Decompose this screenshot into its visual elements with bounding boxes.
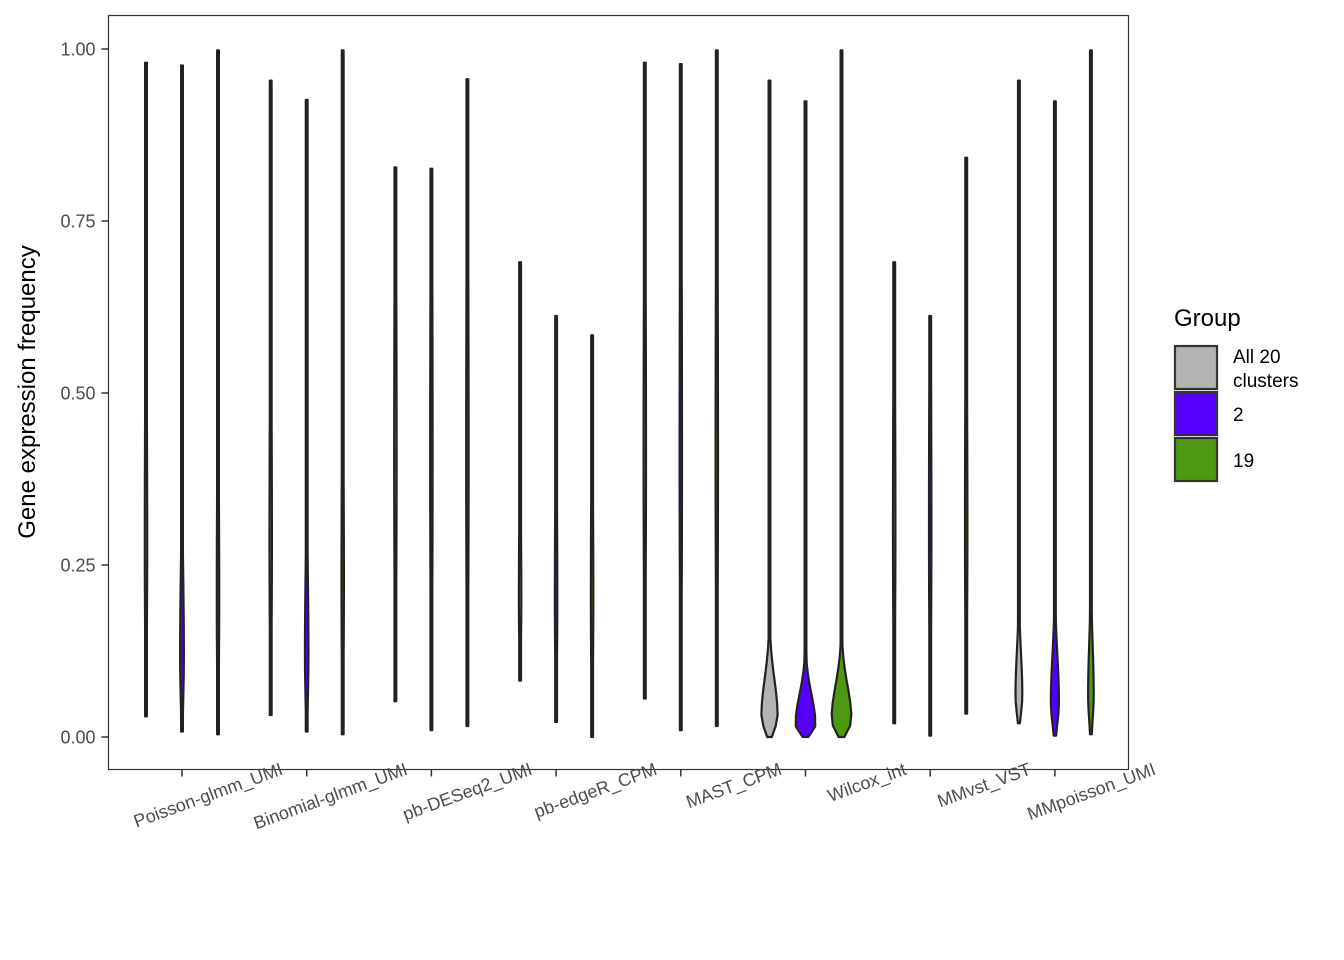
violin-6-1 [927,314,933,737]
plot-panel [107,14,1130,771]
violin-1-1 [303,98,310,733]
y-tick-label: 0.50 [60,384,95,404]
violin-3-0 [517,261,523,682]
violin-4-1 [678,63,684,732]
y-tick-label: 0.75 [60,212,95,232]
violin-3-2 [589,334,595,739]
violin-6-0 [891,261,897,725]
legend-key [1173,390,1219,437]
violin-series [143,49,1095,739]
legend-label: 19 [1233,451,1254,472]
y-tick-label: 1.00 [60,40,95,60]
legend-key [1173,436,1219,483]
legend-label: clusters [1233,371,1298,392]
violin-0-0 [143,61,149,718]
violin-0-1 [179,64,185,733]
violin-7-2 [1087,49,1095,736]
violin-2-0 [393,166,398,703]
legend-label: 2 [1233,405,1244,426]
legend-title: Group [1174,305,1241,332]
x-axis: Poisson-glmm_UMIBinomial-glmm_UMIpb-DESe… [131,759,1159,834]
violin-7-1 [1049,100,1061,737]
violin-2-1 [429,167,434,732]
violin-7-0 [1014,79,1024,725]
y-tick-label: 0.00 [60,728,95,748]
y-tick-label: 0.25 [60,556,95,576]
legend-label: All 20 [1233,347,1281,368]
y-axis-title: Gene expression frequency [14,245,41,539]
violin-1-2 [340,49,345,736]
y-axis: 0.00 0.25 0.50 0.75 1.00 [60,40,109,748]
violin-4-0 [642,61,648,700]
violin-0-2 [215,49,221,736]
violin-4-2 [714,49,720,728]
violin-5-1 [794,100,817,739]
violin-2-2 [465,78,470,728]
violin-6-2 [963,156,969,715]
legend-key [1173,344,1219,391]
legend: Group All 20 clusters 2 19 [1173,305,1298,483]
violin-5-2 [830,49,853,739]
violin-5-0 [760,79,779,739]
violin-3-1 [553,314,559,723]
violin-1-0 [268,79,273,717]
